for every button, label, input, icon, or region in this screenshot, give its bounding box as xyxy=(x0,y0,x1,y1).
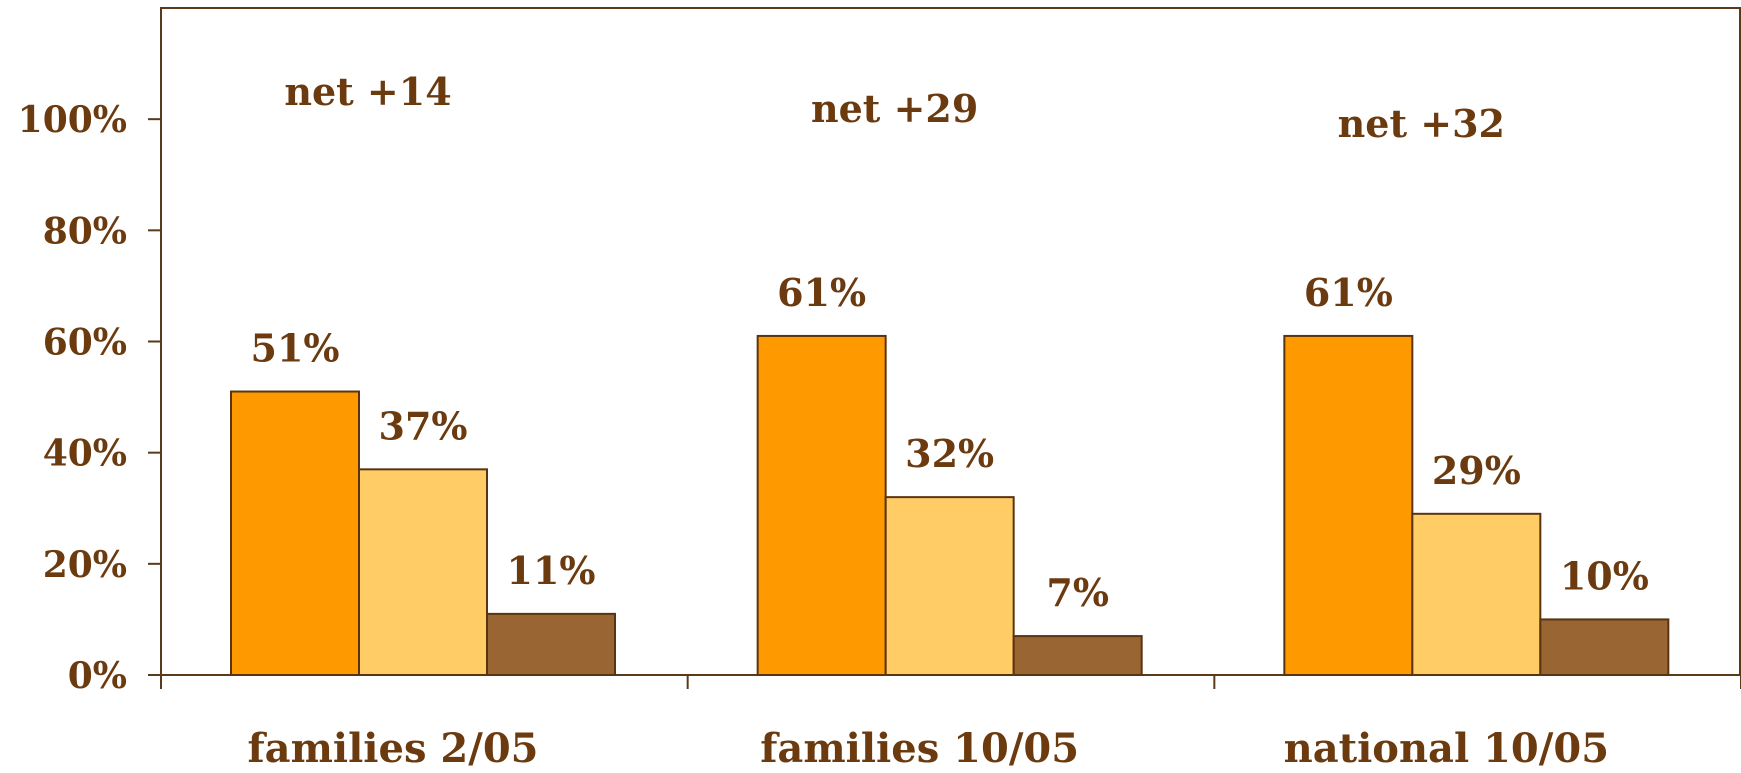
y-tick-label: 0% xyxy=(68,655,127,697)
net-annotation: net +14 xyxy=(284,69,451,114)
y-tick-label: 100% xyxy=(18,99,127,141)
bar xyxy=(230,390,360,676)
data-label: 37% xyxy=(379,403,468,448)
bars xyxy=(230,334,1670,677)
data-label: 61% xyxy=(1304,270,1393,315)
bar xyxy=(1012,635,1143,677)
category-label: national 10/05 xyxy=(1284,725,1609,772)
data-labels: 51% 37% 11% 61% 32% 7% 61% 29% 10% xyxy=(251,270,1649,615)
data-label: 51% xyxy=(251,326,340,371)
y-tick-label: 40% xyxy=(43,433,127,475)
net-annotation: net +32 xyxy=(1338,101,1505,146)
net-annotation: net +29 xyxy=(811,86,978,131)
data-label: 32% xyxy=(905,431,994,476)
y-axis: 0% 20% 40% 60% 80% 100% xyxy=(18,99,161,697)
y-tick-label: 20% xyxy=(43,544,127,586)
category-label: families 2/05 xyxy=(247,725,538,772)
net-annotations: net +14 net +29 net +32 xyxy=(284,69,1505,146)
category-label: families 10/05 xyxy=(760,725,1079,772)
bar xyxy=(1539,618,1670,677)
data-label: 11% xyxy=(507,548,596,593)
y-tick-label: 60% xyxy=(43,322,127,364)
bar xyxy=(358,468,488,677)
bar xyxy=(486,612,616,677)
data-label: 29% xyxy=(1432,448,1521,493)
bar xyxy=(1283,334,1414,676)
bar xyxy=(884,496,1015,676)
data-label: 7% xyxy=(1046,570,1109,615)
y-tick-label: 80% xyxy=(43,210,127,252)
data-label: 61% xyxy=(777,270,866,315)
x-axis: families 2/05 families 10/05 national 10/0… xyxy=(160,674,1741,772)
data-label: 10% xyxy=(1560,553,1649,598)
bar xyxy=(756,334,887,676)
bar xyxy=(1411,512,1542,677)
